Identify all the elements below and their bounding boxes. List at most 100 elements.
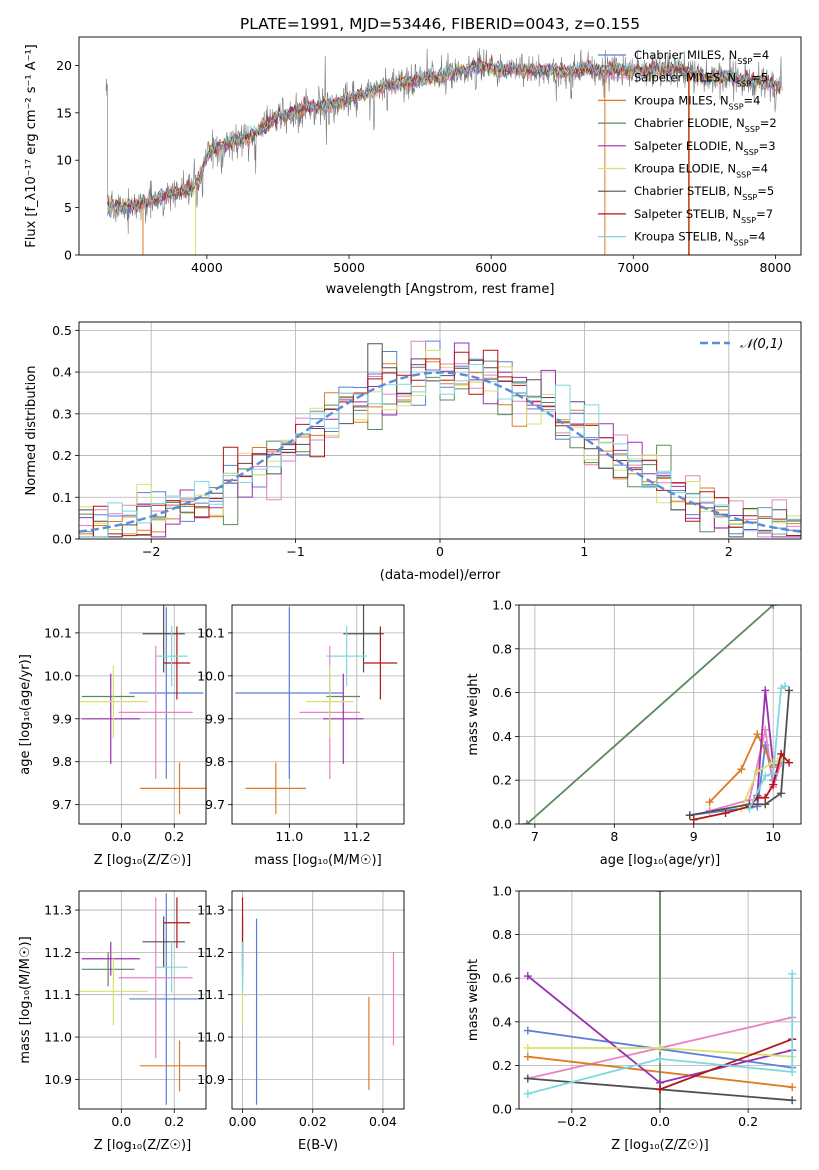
y-tick-label: 0 [64, 248, 72, 263]
weight-marker [769, 769, 778, 778]
errorbar-chabrier-elodie [81, 952, 135, 987]
y-tick-label: 9.8 [205, 754, 225, 769]
errorbar-salpeter-stelib [363, 626, 398, 700]
gaussian-reference-curve [79, 371, 801, 533]
legend-subscript: SSP [744, 147, 759, 156]
model-spectrum-kroupa-stelib [107, 57, 781, 214]
legend-count: =4 [749, 230, 766, 244]
errorbar-salpeter-elodie [81, 941, 140, 976]
y-tick-label: 0.1 [52, 490, 72, 505]
y-tick-label: 11.2 [44, 945, 72, 960]
spectrum-axes-frame [78, 36, 802, 256]
x-tick-label: −1 [286, 544, 304, 559]
age-vs-Z-plot-area [79, 605, 206, 815]
errorbar-salpeter-miles [118, 645, 193, 779]
weight-marker [788, 969, 797, 978]
x-tick-label: 0 [436, 544, 444, 559]
weight-vs-age-plot-area [522, 605, 794, 824]
weight-marker [761, 771, 770, 780]
y-tick-label: 0.3 [52, 406, 72, 421]
errorbar-kroupa-elodie [79, 665, 148, 739]
weight-marker [788, 1067, 797, 1076]
weight-line-chabrier-stelib [689, 690, 790, 817]
mass-vs-EBV-plot-area [241, 897, 395, 1105]
x-tick-label: 11.2 [343, 829, 371, 844]
weight-line-kroupa-miles [708, 732, 775, 803]
legend-subscript: SSP [734, 238, 749, 247]
weight-marker [656, 1085, 664, 1094]
y-tick-label: 10.1 [44, 625, 72, 640]
legend-count: =3 [759, 139, 776, 153]
y-tick-label: 20 [56, 58, 72, 73]
weight-marker [705, 798, 714, 807]
residuals-panel: −2 −1 0 1 2 0.0 0.1 0.2 0.3 0.4 0.5 (data-model)/er… [24, 321, 802, 583]
legend-subscript: SSP [742, 193, 757, 202]
x-tick-label: 9 [690, 829, 698, 844]
weight-vs-age-panel: 7 8 9 10 0.0 0.2 0.4 0.6 0.8 1.0 age [log₁₀(age/yr… [466, 598, 802, 868]
errorbar-salpeter-elodie [81, 673, 140, 764]
errorbar-chabrier-miles [129, 607, 204, 779]
errorbar-salpeter-stelib [163, 897, 191, 949]
weight-marker [777, 789, 786, 798]
weight-marker [656, 1105, 664, 1109]
legend-label-chabrier-miles: Chabrier MILES, NSSP=4 [634, 48, 769, 66]
weight-marker [737, 765, 746, 774]
weight-marker [785, 758, 794, 767]
legend-label-salpeter-miles: Salpeter MILES, NSSP=5 [634, 71, 768, 89]
x-tick-label: 0.0 [111, 829, 131, 844]
age-vs-Z-axes-frame [78, 604, 207, 825]
y-tick-label: 9.9 [205, 711, 225, 726]
x-tick-label: −0.2 [557, 1114, 587, 1129]
legend-count: =7 [756, 207, 773, 221]
errorbar-kroupa-elodie [79, 957, 148, 1026]
weight-marker [781, 682, 790, 691]
y-tick-label: 10 [56, 153, 72, 168]
legend-label-salpeter-elodie: Salpeter ELODIE, NSSP=3 [634, 139, 776, 157]
x-tick-label: 0.2 [738, 1114, 758, 1129]
legend-label-kroupa-miles: Kroupa MILES, NSSP=4 [634, 93, 760, 111]
legend-label-salpeter-stelib: Salpeter STELIB, NSSP=7 [634, 207, 773, 225]
errorbar-kroupa-stelib [155, 626, 188, 687]
weight-marker [523, 1052, 532, 1061]
weight-marker [656, 1054, 664, 1063]
weight-vs-age-ylabel: mass weight [466, 673, 481, 755]
mass-vs-Z-xlabel: Z [log₁₀(Z/Z☉)] [94, 1138, 191, 1153]
mass-vs-Z-panel: 0.0 0.2 10.9 11.0 11.1 11.2 11.3 Z [log₁₀(Z/Z☉)… [18, 890, 207, 1153]
errorbar-chabrier-miles [129, 893, 204, 1105]
errorbar-kroupa-miles [139, 1040, 206, 1092]
legend-label-kroupa-elodie: Kroupa ELODIE, NSSP=4 [634, 162, 768, 180]
x-tick-label: 1 [580, 544, 588, 559]
weight-marker [689, 815, 698, 824]
legend-label-chabrier-elodie: Chabrier ELODIE, NSSP=2 [634, 116, 777, 134]
age-vs-mass-panel: 11.0 11.2 9.7 9.8 9.9 10.0 10.1 mass [log₁₀(M/M… [197, 604, 405, 868]
y-tick-label: 0.4 [492, 729, 512, 744]
weight-marker [745, 804, 754, 813]
errorbar-chabrier-stelib [142, 916, 185, 968]
y-tick-label: 0.6 [492, 685, 512, 700]
mass-vs-EBV-axes-frame [231, 890, 405, 1110]
gaussian-legend-label: 𝒩(0,1) [740, 337, 783, 352]
legend-count: =4 [751, 162, 768, 176]
weight-line-chabrier-elodie [526, 605, 774, 824]
weight-vs-Z-plot-area [523, 891, 797, 1109]
y-tick-label: 9.8 [52, 754, 72, 769]
legend-subscript: SSP [745, 125, 760, 134]
y-tick-label: 1.0 [492, 598, 512, 613]
weight-marker [523, 972, 532, 981]
errorbar-kroupa-elodie [306, 665, 354, 739]
y-tick-label: 0.6 [492, 971, 512, 986]
errorbar-chabrier-miles [235, 607, 344, 779]
age-vs-mass-xlabel: mass [log₁₀(M/M☉)] [254, 853, 381, 868]
histogram-salpeter-stelib [79, 349, 801, 538]
y-tick-label: 9.7 [205, 797, 225, 812]
y-tick-label: 0.8 [492, 927, 512, 942]
weight-marker [769, 780, 778, 789]
legend-subscript: SSP [741, 215, 756, 224]
y-tick-label: 1.0 [492, 884, 512, 899]
x-tick-label: 10 [765, 829, 781, 844]
errorbar-salpeter-stelib [163, 626, 191, 700]
weight-marker [721, 809, 730, 818]
y-tick-label: 11.2 [197, 945, 225, 960]
y-tick-label: 0.4 [52, 365, 72, 380]
x-tick-label: 4000 [191, 260, 223, 275]
